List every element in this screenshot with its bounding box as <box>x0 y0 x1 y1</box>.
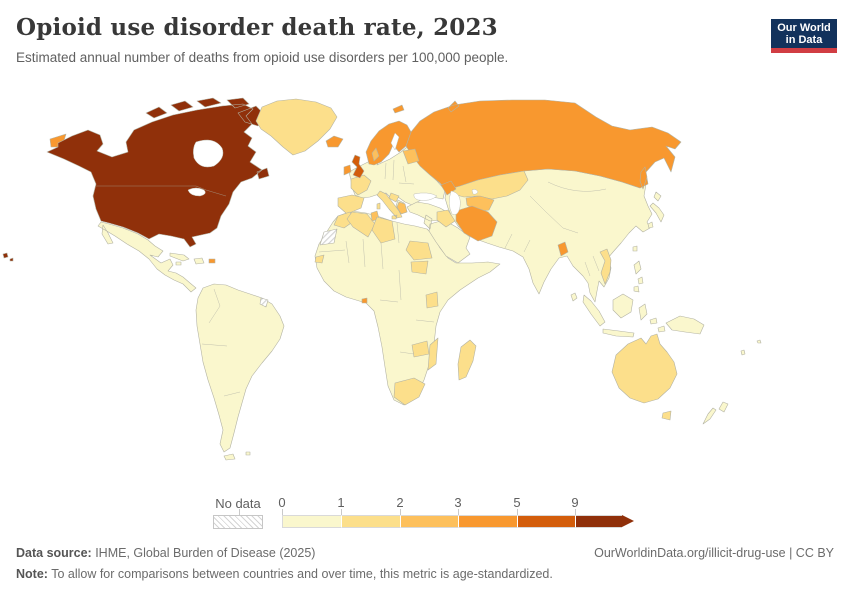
region-western-sahara[interactable] <box>319 228 338 246</box>
region-vietnam[interactable] <box>599 248 612 285</box>
region-sudan[interactable] <box>405 240 433 261</box>
region-bangladesh[interactable] <box>557 241 569 257</box>
region-russia[interactable] <box>49 99 682 191</box>
region-france[interactable] <box>350 174 372 196</box>
region-ireland[interactable] <box>343 164 352 176</box>
region-svalbard[interactable] <box>392 104 405 114</box>
region-greenland[interactable] <box>255 98 338 156</box>
region-south-sudan[interactable] <box>410 260 429 275</box>
legend-no-data-label[interactable]: No data <box>215 496 261 511</box>
chart-header: Opioid use disorder death rate, 2023 Est… <box>16 14 508 65</box>
legend-no-data-swatch[interactable] <box>213 515 263 529</box>
region-denmark[interactable] <box>371 147 380 162</box>
region-uganda[interactable] <box>425 291 439 309</box>
owid-logo[interactable]: Our World in Data <box>771 19 837 53</box>
region-south-america[interactable] <box>195 283 285 461</box>
note-label: Note: <box>16 567 48 581</box>
legend-tick-mark <box>282 509 283 515</box>
region-africa[interactable] <box>314 210 501 406</box>
region-mexico-central-america[interactable] <box>97 221 197 293</box>
legend-tick-label-2: 2 <box>396 495 404 510</box>
legend-bin-3-5[interactable] <box>458 515 517 528</box>
region-pacific-islands[interactable] <box>740 339 762 356</box>
legend-bin-0-1[interactable] <box>282 515 341 528</box>
region-equatorial-guinea[interactable] <box>361 297 368 304</box>
owid-logo-line2: in Data <box>785 34 823 46</box>
legend-tick-label-1: 1 <box>337 495 345 510</box>
legend-scale-arrow <box>622 515 634 527</box>
region-iran[interactable] <box>455 205 498 242</box>
note-line: Note: To allow for comparisons between c… <box>16 567 553 581</box>
chart-footer: Data source: IHME, Global Burden of Dise… <box>16 546 834 581</box>
page-title: Opioid use disorder death rate, 2023 <box>16 14 498 41</box>
us-canada-border-line <box>96 185 227 197</box>
data-source-line: Data source: IHME, Global Burden of Dise… <box>16 546 316 560</box>
region-baltics[interactable] <box>402 148 420 165</box>
region-puerto-rico[interactable] <box>208 258 216 264</box>
region-mozambique[interactable] <box>427 337 439 371</box>
legend-tick-mark <box>341 509 342 515</box>
legend-bin-9+[interactable] <box>575 515 622 528</box>
data-source-label: Data source: <box>16 546 92 560</box>
region-iraq[interactable] <box>436 209 456 228</box>
legend-tick-mark <box>400 509 401 515</box>
country-border-lines <box>201 159 607 397</box>
legend-tick-label-0: 0 <box>278 495 286 510</box>
region-iberia[interactable] <box>337 194 365 215</box>
region-balkans[interactable] <box>388 192 400 203</box>
region-new-zealand[interactable] <box>702 401 729 425</box>
legend-bin-2-3[interactable] <box>400 515 458 528</box>
region-madagascar[interactable] <box>457 339 477 381</box>
water-bodies <box>187 132 479 215</box>
region-algeria[interactable] <box>346 211 376 238</box>
region-south-africa[interactable] <box>393 377 426 406</box>
legend-tick-label-5: 5 <box>513 495 521 510</box>
owid-logo-accent-bar <box>771 48 837 53</box>
owid-citation-link[interactable]: OurWorldinData.org/illicit-drug-use | CC… <box>594 546 834 560</box>
legend-tick-label-3: 3 <box>454 495 462 510</box>
chart-subtitle: Estimated annual number of deaths from o… <box>16 50 509 65</box>
legend-color-scale[interactable] <box>282 515 622 528</box>
legend-tick-label-9: 9 <box>571 495 579 510</box>
legend-no-data-tick <box>239 509 240 515</box>
region-senegal[interactable] <box>314 254 325 264</box>
region-french-guiana[interactable] <box>259 297 269 308</box>
region-australia[interactable] <box>611 333 678 421</box>
legend-tick-mark <box>458 509 459 515</box>
legend-tick-mark <box>517 509 518 515</box>
region-greece[interactable] <box>396 201 408 215</box>
legend-bin-5-9[interactable] <box>517 515 575 528</box>
legend-tick-mark <box>575 509 576 515</box>
region-east-asia-islands[interactable] <box>582 191 705 338</box>
region-united-kingdom[interactable] <box>351 154 365 179</box>
region-caribbean[interactable] <box>169 252 205 266</box>
region-kazakhstan[interactable] <box>445 170 529 200</box>
owid-logo-line1: Our World <box>777 22 831 34</box>
region-iceland[interactable] <box>325 135 344 148</box>
legend-bin-1-2[interactable] <box>341 515 400 528</box>
